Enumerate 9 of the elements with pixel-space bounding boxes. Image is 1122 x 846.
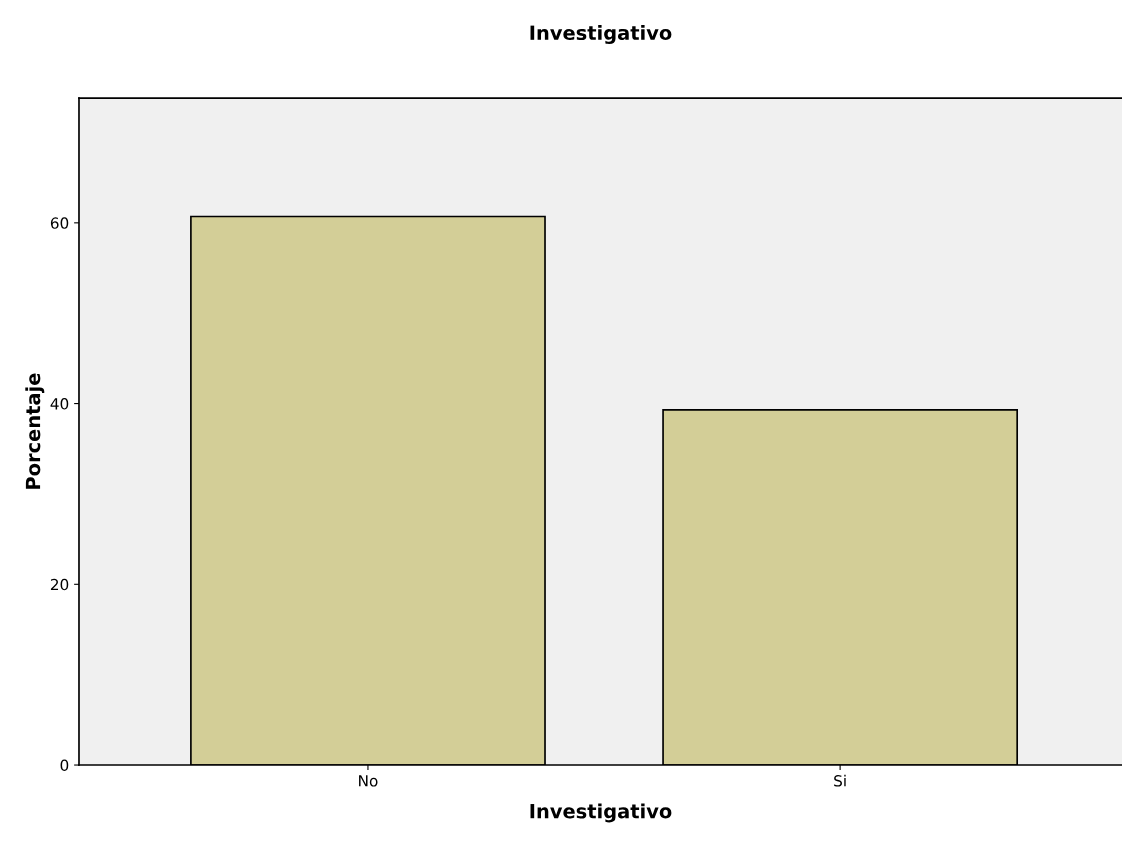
y-tick-label: 60 <box>50 217 69 229</box>
y-axis-title: Porcentaje <box>25 373 45 489</box>
x-tick-label: No <box>359 775 378 787</box>
x-axis-title: Investigativo <box>530 803 672 823</box>
x-tick-label: Si <box>834 774 846 787</box>
y-tick-label: 0 <box>60 759 69 772</box>
y-tick-label: 40 <box>50 398 69 410</box>
chart-title: Investigativo <box>530 25 672 44</box>
y-tick-label: 20 <box>50 578 69 591</box>
